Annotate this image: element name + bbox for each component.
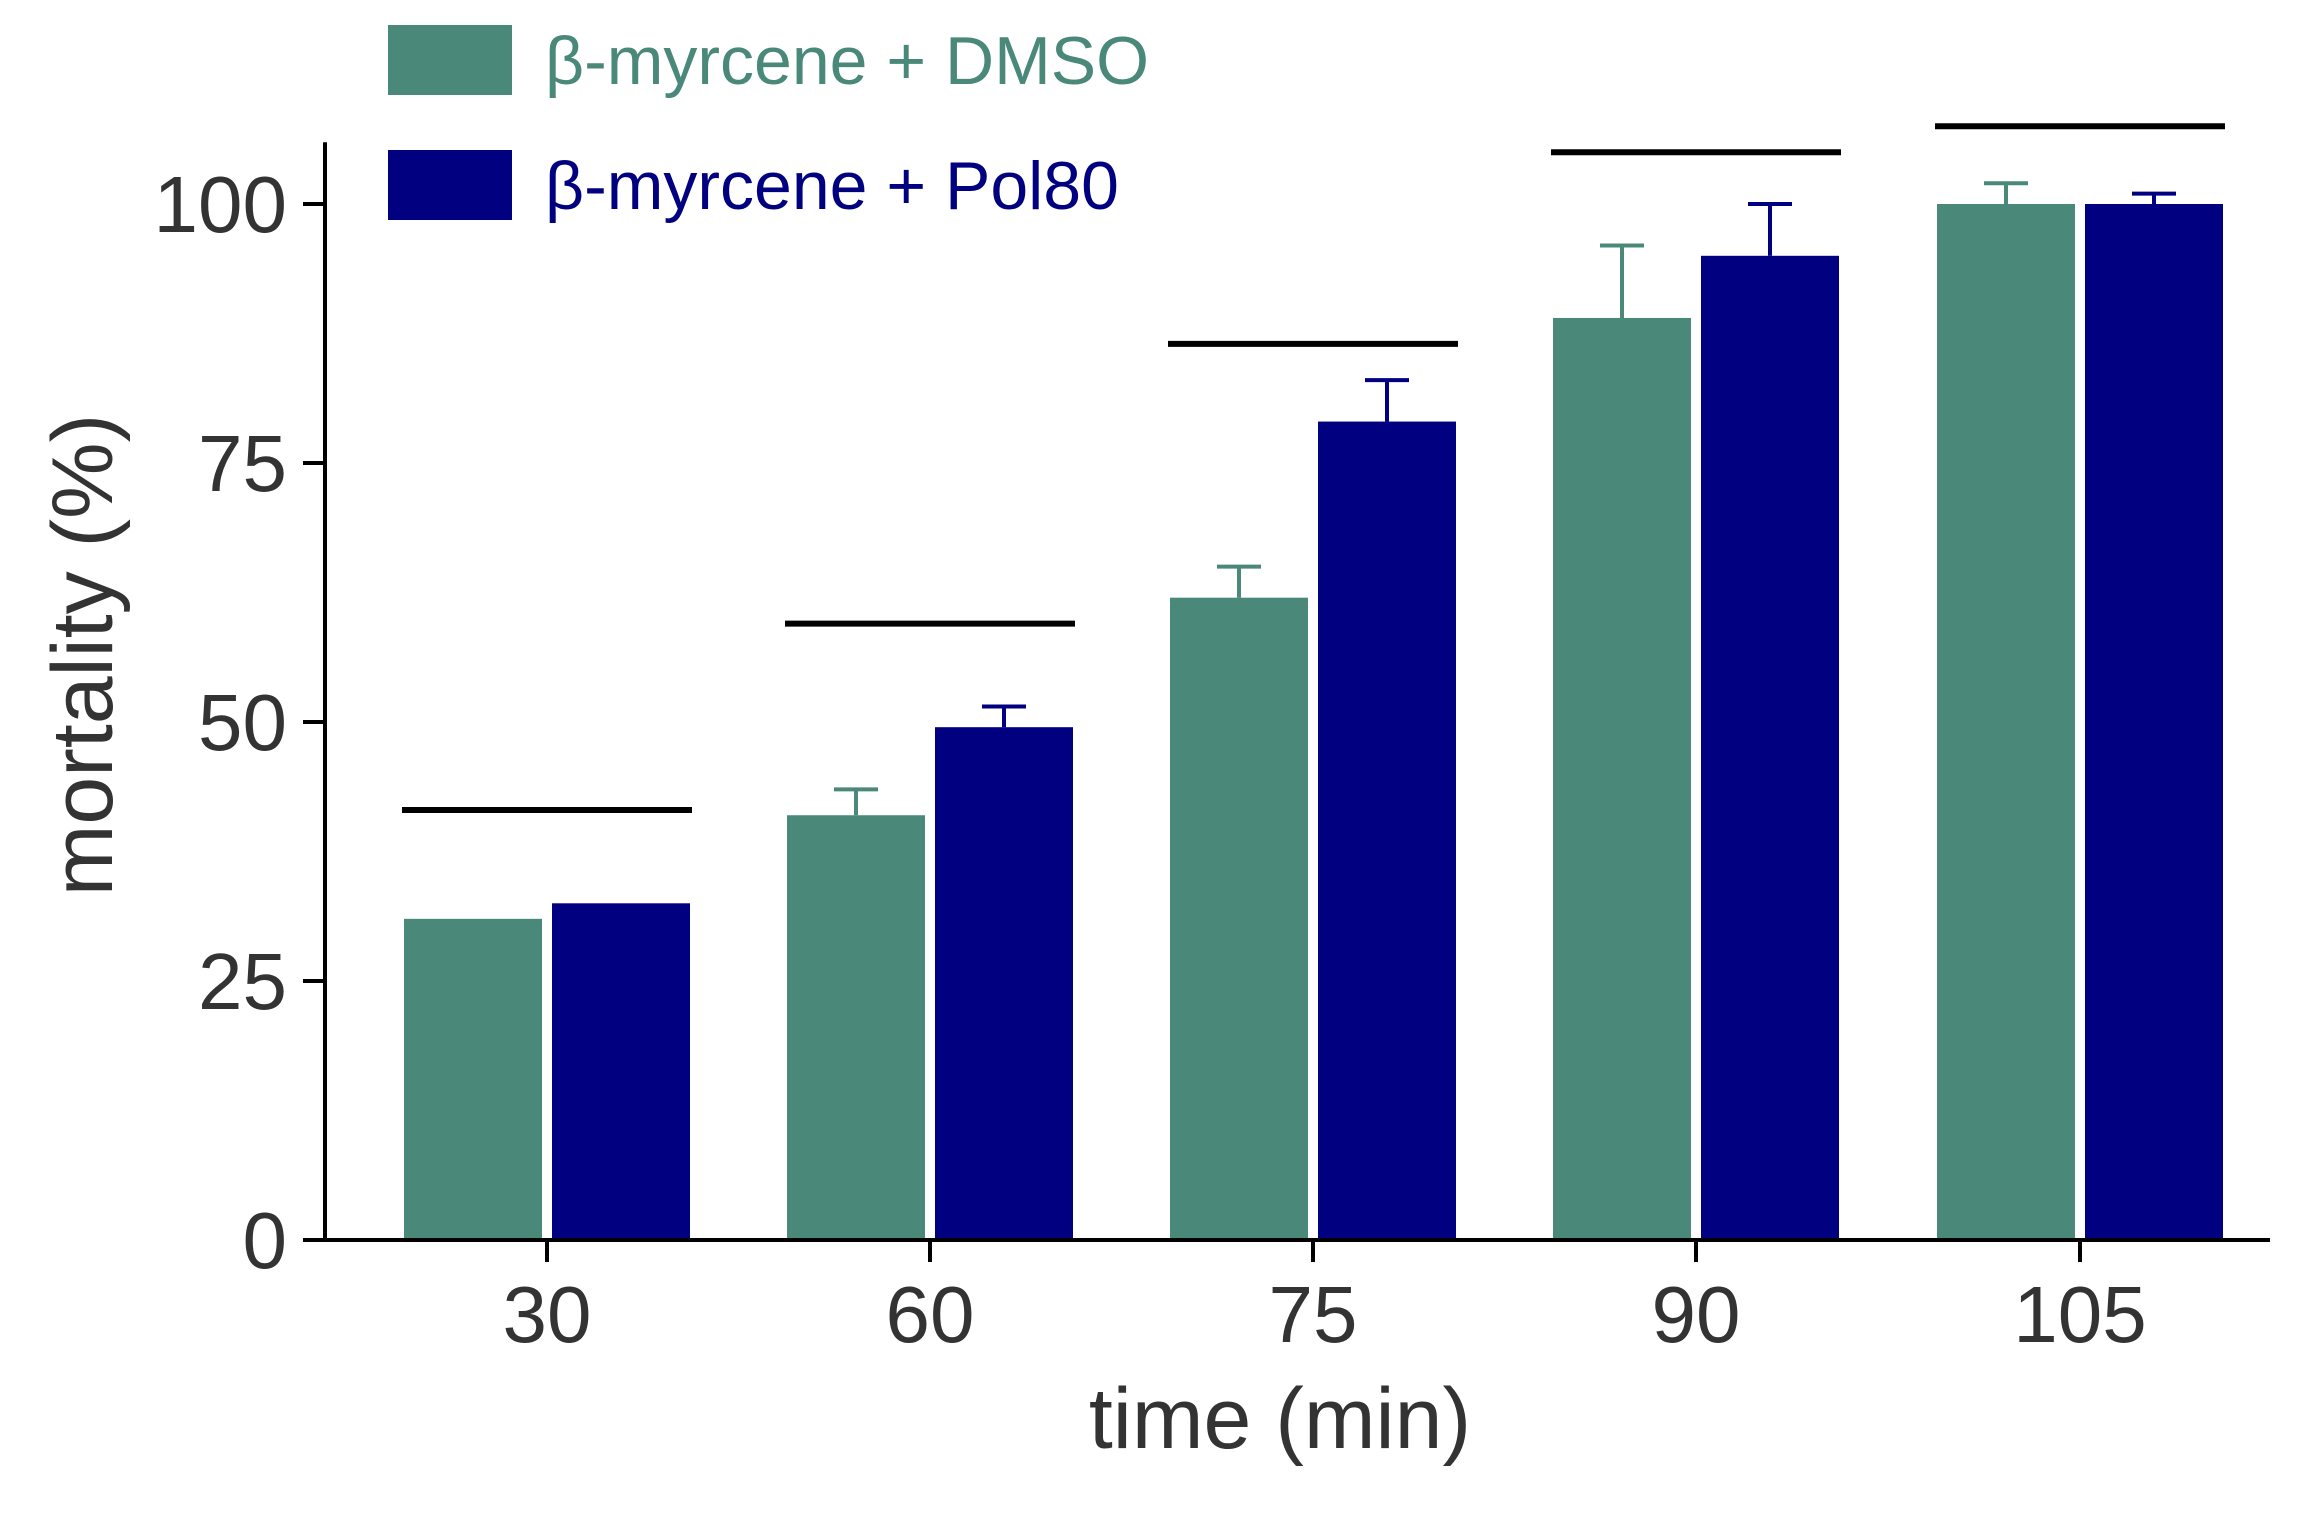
- bar-dmso: [1170, 597, 1308, 1240]
- bar-pol80: [552, 903, 690, 1240]
- bars-group: [404, 204, 2223, 1241]
- bar-dmso: [404, 918, 542, 1240]
- y-tick-label: 25: [198, 937, 287, 1026]
- error-bars-group: [834, 181, 2176, 816]
- bar-pol80: [1701, 255, 1839, 1241]
- x-tick-label: 105: [2013, 1270, 2146, 1359]
- legend-swatch: [388, 25, 512, 95]
- x-tick-label: 75: [1269, 1270, 1358, 1359]
- bar-pol80: [935, 727, 1073, 1240]
- bar-dmso: [787, 815, 925, 1240]
- bar-pol80: [2085, 204, 2223, 1240]
- legend-swatch: [388, 150, 512, 220]
- x-ticks-group: 30 60 75 90 105: [503, 1240, 2147, 1359]
- axes-group: [323, 142, 2270, 1242]
- legend-label: β-myrcene + Pol80: [545, 148, 1119, 224]
- bar-dmso: [1937, 204, 2075, 1240]
- y-tick-label: 100: [154, 160, 287, 249]
- x-tick-label: 90: [1652, 1270, 1741, 1359]
- bar-pol80: [1318, 421, 1456, 1240]
- y-tick-label: 0: [243, 1196, 288, 1285]
- y-ticks-group: 0 25 50 75 100: [154, 160, 325, 1285]
- y-axis-title: mortality (%): [35, 414, 131, 897]
- legend: β-myrcene + DMSO β-myrcene + Pol80: [388, 23, 1149, 224]
- x-tick-label: 60: [886, 1270, 975, 1359]
- x-tick-label: 30: [503, 1270, 592, 1359]
- bar-dmso: [1553, 317, 1691, 1241]
- legend-label: β-myrcene + DMSO: [545, 23, 1149, 99]
- x-axis-title: time (min): [1089, 1371, 1471, 1467]
- comparison-brackets-group: [402, 123, 2225, 814]
- y-tick-label: 50: [198, 678, 287, 767]
- y-tick-label: 75: [198, 419, 287, 508]
